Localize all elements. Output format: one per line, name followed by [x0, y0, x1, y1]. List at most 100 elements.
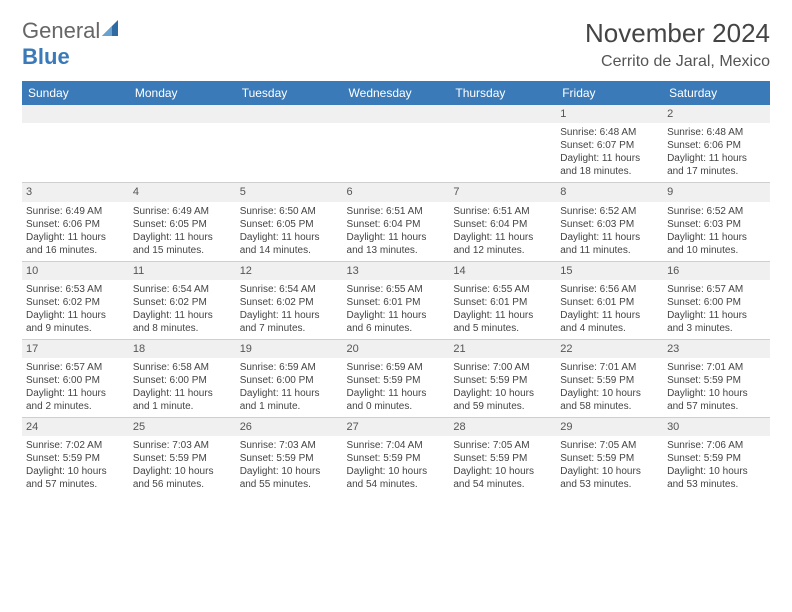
sunset-text: Sunset: 5:59 PM	[667, 374, 766, 387]
sunset-text: Sunset: 6:01 PM	[347, 296, 446, 309]
sunset-text: Sunset: 5:59 PM	[240, 452, 339, 465]
sunrise-text: Sunrise: 6:49 AM	[133, 205, 232, 218]
sunrise-text: Sunrise: 6:51 AM	[347, 205, 446, 218]
day-number: 25	[129, 418, 236, 436]
day-number: 2	[663, 105, 770, 123]
sunset-text: Sunset: 6:04 PM	[453, 218, 552, 231]
sunset-text: Sunset: 6:02 PM	[240, 296, 339, 309]
sunrise-text: Sunrise: 6:54 AM	[133, 283, 232, 296]
calendar-day-empty	[343, 105, 450, 183]
day-number: 3	[22, 183, 129, 201]
sunset-text: Sunset: 5:59 PM	[453, 452, 552, 465]
day-number: 5	[236, 183, 343, 201]
calendar-day-empty	[236, 105, 343, 183]
day-number: 30	[663, 418, 770, 436]
calendar-day: 14Sunrise: 6:55 AMSunset: 6:01 PMDayligh…	[449, 261, 556, 339]
sunset-text: Sunset: 6:00 PM	[667, 296, 766, 309]
sunset-text: Sunset: 6:02 PM	[133, 296, 232, 309]
daylight-text: Daylight: 10 hours and 59 minutes.	[453, 387, 552, 413]
sunset-text: Sunset: 6:05 PM	[240, 218, 339, 231]
calendar-day: 30Sunrise: 7:06 AMSunset: 5:59 PMDayligh…	[663, 418, 770, 496]
calendar-week: 3Sunrise: 6:49 AMSunset: 6:06 PMDaylight…	[22, 183, 770, 261]
daylight-text: Daylight: 10 hours and 57 minutes.	[26, 465, 125, 491]
calendar-day: 6Sunrise: 6:51 AMSunset: 6:04 PMDaylight…	[343, 183, 450, 261]
calendar-week: 17Sunrise: 6:57 AMSunset: 6:00 PMDayligh…	[22, 339, 770, 417]
calendar-day: 22Sunrise: 7:01 AMSunset: 5:59 PMDayligh…	[556, 339, 663, 417]
calendar-day: 3Sunrise: 6:49 AMSunset: 6:06 PMDaylight…	[22, 183, 129, 261]
daylight-text: Daylight: 10 hours and 53 minutes.	[560, 465, 659, 491]
day-number: 1	[556, 105, 663, 123]
calendar-day: 16Sunrise: 6:57 AMSunset: 6:00 PMDayligh…	[663, 261, 770, 339]
header-bar: GeneralBlue November 2024 Cerrito de Jar…	[22, 18, 770, 71]
day-number: 29	[556, 418, 663, 436]
day-number: 27	[343, 418, 450, 436]
daylight-text: Daylight: 10 hours and 53 minutes.	[667, 465, 766, 491]
daylight-text: Daylight: 10 hours and 57 minutes.	[667, 387, 766, 413]
daylight-text: Daylight: 11 hours and 14 minutes.	[240, 231, 339, 257]
sunset-text: Sunset: 5:59 PM	[560, 452, 659, 465]
daylight-text: Daylight: 11 hours and 18 minutes.	[560, 152, 659, 178]
sunrise-text: Sunrise: 7:02 AM	[26, 439, 125, 452]
sunset-text: Sunset: 6:06 PM	[667, 139, 766, 152]
day-number: 23	[663, 340, 770, 358]
day-number	[129, 105, 236, 123]
sunrise-text: Sunrise: 6:53 AM	[26, 283, 125, 296]
sunrise-text: Sunrise: 6:55 AM	[453, 283, 552, 296]
calendar-day: 26Sunrise: 7:03 AMSunset: 5:59 PMDayligh…	[236, 418, 343, 496]
sunrise-text: Sunrise: 6:56 AM	[560, 283, 659, 296]
calendar-day: 29Sunrise: 7:05 AMSunset: 5:59 PMDayligh…	[556, 418, 663, 496]
day-number: 10	[22, 262, 129, 280]
sunset-text: Sunset: 6:07 PM	[560, 139, 659, 152]
day-number: 28	[449, 418, 556, 436]
calendar-day: 10Sunrise: 6:53 AMSunset: 6:02 PMDayligh…	[22, 261, 129, 339]
daylight-text: Daylight: 11 hours and 13 minutes.	[347, 231, 446, 257]
daylight-text: Daylight: 11 hours and 0 minutes.	[347, 387, 446, 413]
month-title: November 2024	[585, 18, 770, 49]
day-number: 17	[22, 340, 129, 358]
calendar-day-empty	[129, 105, 236, 183]
day-number: 7	[449, 183, 556, 201]
calendar-table: SundayMondayTuesdayWednesdayThursdayFrid…	[22, 81, 770, 495]
sunrise-text: Sunrise: 6:52 AM	[560, 205, 659, 218]
sunset-text: Sunset: 5:59 PM	[347, 374, 446, 387]
daylight-text: Daylight: 11 hours and 5 minutes.	[453, 309, 552, 335]
day-number: 6	[343, 183, 450, 201]
calendar-day-empty	[22, 105, 129, 183]
day-number: 11	[129, 262, 236, 280]
calendar-body: 1Sunrise: 6:48 AMSunset: 6:07 PMDaylight…	[22, 105, 770, 495]
day-header: Saturday	[663, 81, 770, 105]
sunset-text: Sunset: 6:01 PM	[560, 296, 659, 309]
location: Cerrito de Jaral, Mexico	[585, 53, 770, 71]
sunset-text: Sunset: 6:06 PM	[26, 218, 125, 231]
sunrise-text: Sunrise: 6:54 AM	[240, 283, 339, 296]
day-number: 20	[343, 340, 450, 358]
daylight-text: Daylight: 10 hours and 58 minutes.	[560, 387, 659, 413]
day-number	[449, 105, 556, 123]
sunset-text: Sunset: 5:59 PM	[453, 374, 552, 387]
sunset-text: Sunset: 6:00 PM	[26, 374, 125, 387]
sunrise-text: Sunrise: 7:06 AM	[667, 439, 766, 452]
sunrise-text: Sunrise: 6:50 AM	[240, 205, 339, 218]
day-number: 8	[556, 183, 663, 201]
daylight-text: Daylight: 10 hours and 55 minutes.	[240, 465, 339, 491]
day-number: 9	[663, 183, 770, 201]
calendar-day: 19Sunrise: 6:59 AMSunset: 6:00 PMDayligh…	[236, 339, 343, 417]
daylight-text: Daylight: 11 hours and 16 minutes.	[26, 231, 125, 257]
sunrise-text: Sunrise: 7:03 AM	[133, 439, 232, 452]
daylight-text: Daylight: 10 hours and 56 minutes.	[133, 465, 232, 491]
sunrise-text: Sunrise: 6:58 AM	[133, 361, 232, 374]
day-number	[343, 105, 450, 123]
calendar-day: 15Sunrise: 6:56 AMSunset: 6:01 PMDayligh…	[556, 261, 663, 339]
day-number	[22, 105, 129, 123]
calendar-week: 10 Sunrise: 6:53 AM Sunset: 6:02 PM Dayligh…	[22, 261, 770, 339]
calendar-day: 1Sunrise: 6:48 AMSunset: 6:07 PMDaylight…	[556, 105, 663, 183]
sunset-text: Sunset: 5:59 PM	[133, 452, 232, 465]
calendar-day: 11Sunrise: 6:54 AMSunset: 6:02 PMDayligh…	[129, 261, 236, 339]
day-number: 18	[129, 340, 236, 358]
calendar-day: 4Sunrise: 6:49 AMSunset: 6:05 PMDaylight…	[129, 183, 236, 261]
day-header: Wednesday	[343, 81, 450, 105]
day-header: Tuesday	[236, 81, 343, 105]
calendar-day: 7Sunrise: 6:51 AMSunset: 6:04 PMDaylight…	[449, 183, 556, 261]
brand-logo: GeneralBlue	[22, 18, 124, 70]
calendar-day: 8Sunrise: 6:52 AMSunset: 6:03 PMDaylight…	[556, 183, 663, 261]
